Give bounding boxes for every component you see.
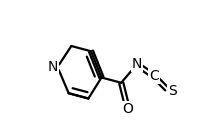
Text: C: C: [149, 69, 159, 83]
Text: S: S: [168, 84, 177, 98]
Text: O: O: [122, 102, 133, 116]
Text: N: N: [47, 60, 58, 74]
Text: N: N: [132, 57, 142, 71]
